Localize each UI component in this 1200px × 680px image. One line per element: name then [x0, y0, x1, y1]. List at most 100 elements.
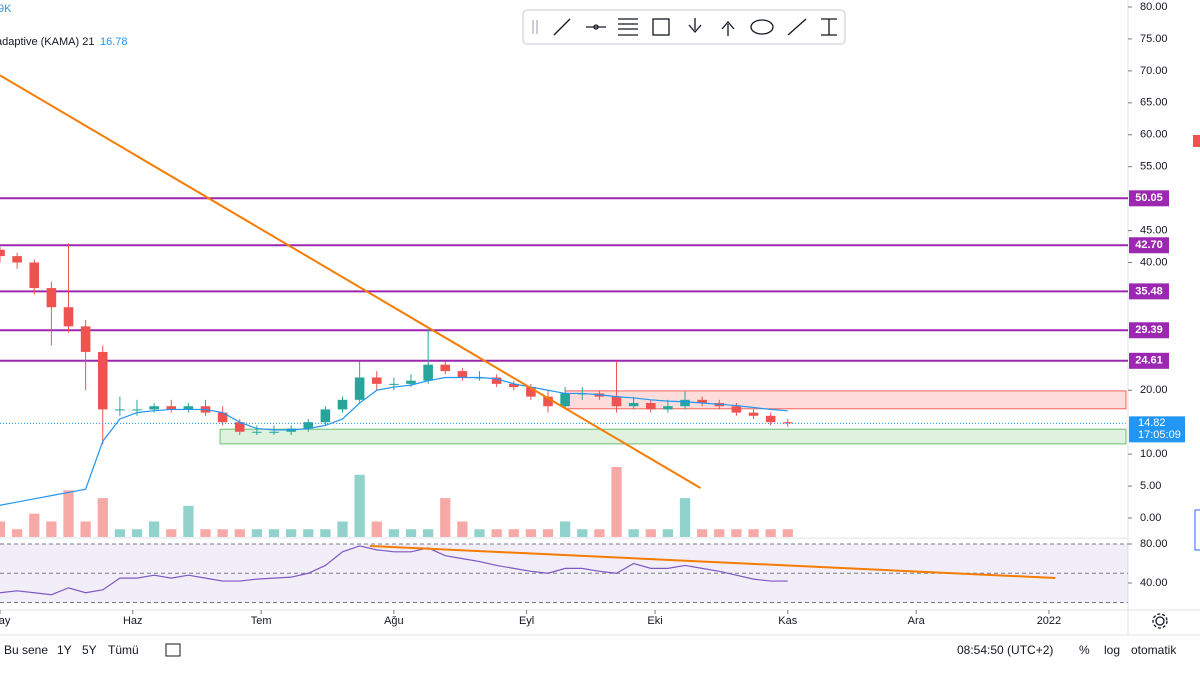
- candle-body: [0, 249, 5, 257]
- calendar[interactable]: [165, 643, 181, 657]
- clock[interactable]: 08:54:50 (UTC+2): [957, 643, 1053, 657]
- y-tick-label: 10.00: [1140, 448, 1168, 460]
- candle-body: [457, 371, 468, 378]
- tool-arrow-down[interactable]: [688, 18, 702, 33]
- candle-body: [765, 415, 776, 423]
- volume-bar: [731, 529, 742, 537]
- level-tag: [1129, 352, 1169, 369]
- volume-bar: [217, 529, 228, 537]
- volume-bar: [183, 505, 194, 537]
- y-tick-label: 45.00: [1140, 224, 1168, 236]
- candle-body: [782, 422, 793, 424]
- volume-bar: [422, 529, 434, 537]
- last-price-tag: [1129, 416, 1185, 443]
- volume-bar: [80, 521, 91, 537]
- volume-bar: [388, 529, 400, 537]
- volume-bar: [525, 529, 537, 537]
- x-tick-label: Tem: [251, 615, 272, 627]
- candle-body: [303, 422, 314, 429]
- range-button[interactable]: Bu sene: [4, 643, 48, 657]
- scale-option[interactable]: log: [1104, 643, 1120, 657]
- plot: 80.00 40.00 80.00 75.00 70.00 65.00 60.00 55.00…: [0, 1, 1185, 627]
- y-tick-label: 40.00: [1140, 256, 1168, 268]
- volume-bar: [491, 529, 502, 537]
- candle-body: [166, 406, 177, 410]
- rsi-tick-label: 80.00: [1140, 538, 1168, 550]
- x-tick-label: Eyl: [519, 615, 534, 627]
- tool-ray[interactable]: [787, 18, 807, 36]
- volume-bar: [697, 529, 708, 537]
- volume-bar: [594, 529, 605, 537]
- level-label: 35.48: [1135, 285, 1163, 297]
- rsi-line: [0, 545, 788, 596]
- candle-body: [217, 412, 228, 423]
- tool-rect[interactable]: [652, 18, 670, 36]
- x-tick-label: May: [0, 615, 11, 627]
- volume-bar: [11, 529, 23, 537]
- candle-body: [406, 380, 416, 384]
- candle-body: [371, 377, 382, 384]
- volume-bar: [63, 490, 74, 537]
- range-button[interactable]: 5Y: [82, 643, 97, 657]
- candle-body: [234, 422, 245, 432]
- volume-bar: [337, 521, 348, 537]
- candle-body: [697, 399, 707, 404]
- countdown: 17:05:09: [1138, 429, 1181, 441]
- volume-bar: [0, 521, 6, 537]
- volume-bar: [782, 529, 793, 537]
- trendline: [0, 74, 701, 489]
- volume-label: 9K: [0, 3, 12, 15]
- candle-body: [440, 364, 451, 372]
- rsi-tick-label: 40.00: [1140, 577, 1168, 589]
- level-label: 29.39: [1135, 324, 1163, 336]
- volume-bar: [251, 529, 263, 537]
- candle-body: [354, 377, 365, 400]
- y-tick-label: 65.00: [1140, 97, 1168, 109]
- tool-trendline[interactable]: [553, 18, 571, 36]
- level-label: 42.70: [1135, 239, 1163, 251]
- tool-range[interactable]: [821, 18, 837, 36]
- candle-body: [526, 387, 536, 397]
- tool-ellipse[interactable]: [750, 19, 774, 35]
- scale-option[interactable]: otomatik: [1131, 643, 1177, 657]
- volume-bar: [508, 529, 519, 537]
- volume-bar: [234, 529, 245, 537]
- scale-option[interactable]: %: [1079, 643, 1090, 657]
- axis-settings[interactable]: [1152, 613, 1168, 629]
- candle-body: [149, 406, 159, 410]
- date-range-icon[interactable]: [165, 643, 181, 657]
- tool-arrow-up[interactable]: [721, 21, 735, 36]
- candle-body: [389, 383, 399, 385]
- range-button[interactable]: Tümü: [108, 643, 139, 657]
- volume-bar: [114, 529, 126, 537]
- zone: [219, 428, 1127, 445]
- candle-body: [748, 412, 759, 416]
- toolbar-frame: [522, 9, 846, 45]
- y-tick-label: 20.00: [1140, 384, 1168, 396]
- x-tick-label: Haz: [123, 615, 143, 627]
- gear[interactable]: [1155, 616, 1165, 626]
- candle-body: [132, 409, 142, 411]
- kama-line: [0, 376, 788, 506]
- volume-bar: [268, 529, 280, 537]
- side-button[interactable]: [1194, 509, 1200, 551]
- volume-bar: [457, 521, 468, 537]
- gear-teeth: [1152, 613, 1168, 629]
- level-label: 50.05: [1135, 192, 1163, 204]
- tool-fib[interactable]: [618, 18, 638, 36]
- volume-bar: [46, 521, 57, 537]
- x-tick-label: Eki: [647, 615, 662, 627]
- range-button[interactable]: 1Y: [57, 643, 72, 657]
- volume-bar: [611, 467, 622, 537]
- volume-bar: [371, 521, 382, 537]
- volume-bar: [97, 498, 108, 537]
- candle-body: [63, 307, 74, 327]
- y-tick-label: 0.00: [1140, 512, 1161, 524]
- candle-body: [423, 364, 433, 381]
- volume-bar: [765, 529, 776, 537]
- candle-body: [115, 409, 125, 411]
- indicator-value: 16.78: [100, 36, 128, 48]
- candle-body: [663, 406, 673, 410]
- volume-bar: [542, 529, 554, 537]
